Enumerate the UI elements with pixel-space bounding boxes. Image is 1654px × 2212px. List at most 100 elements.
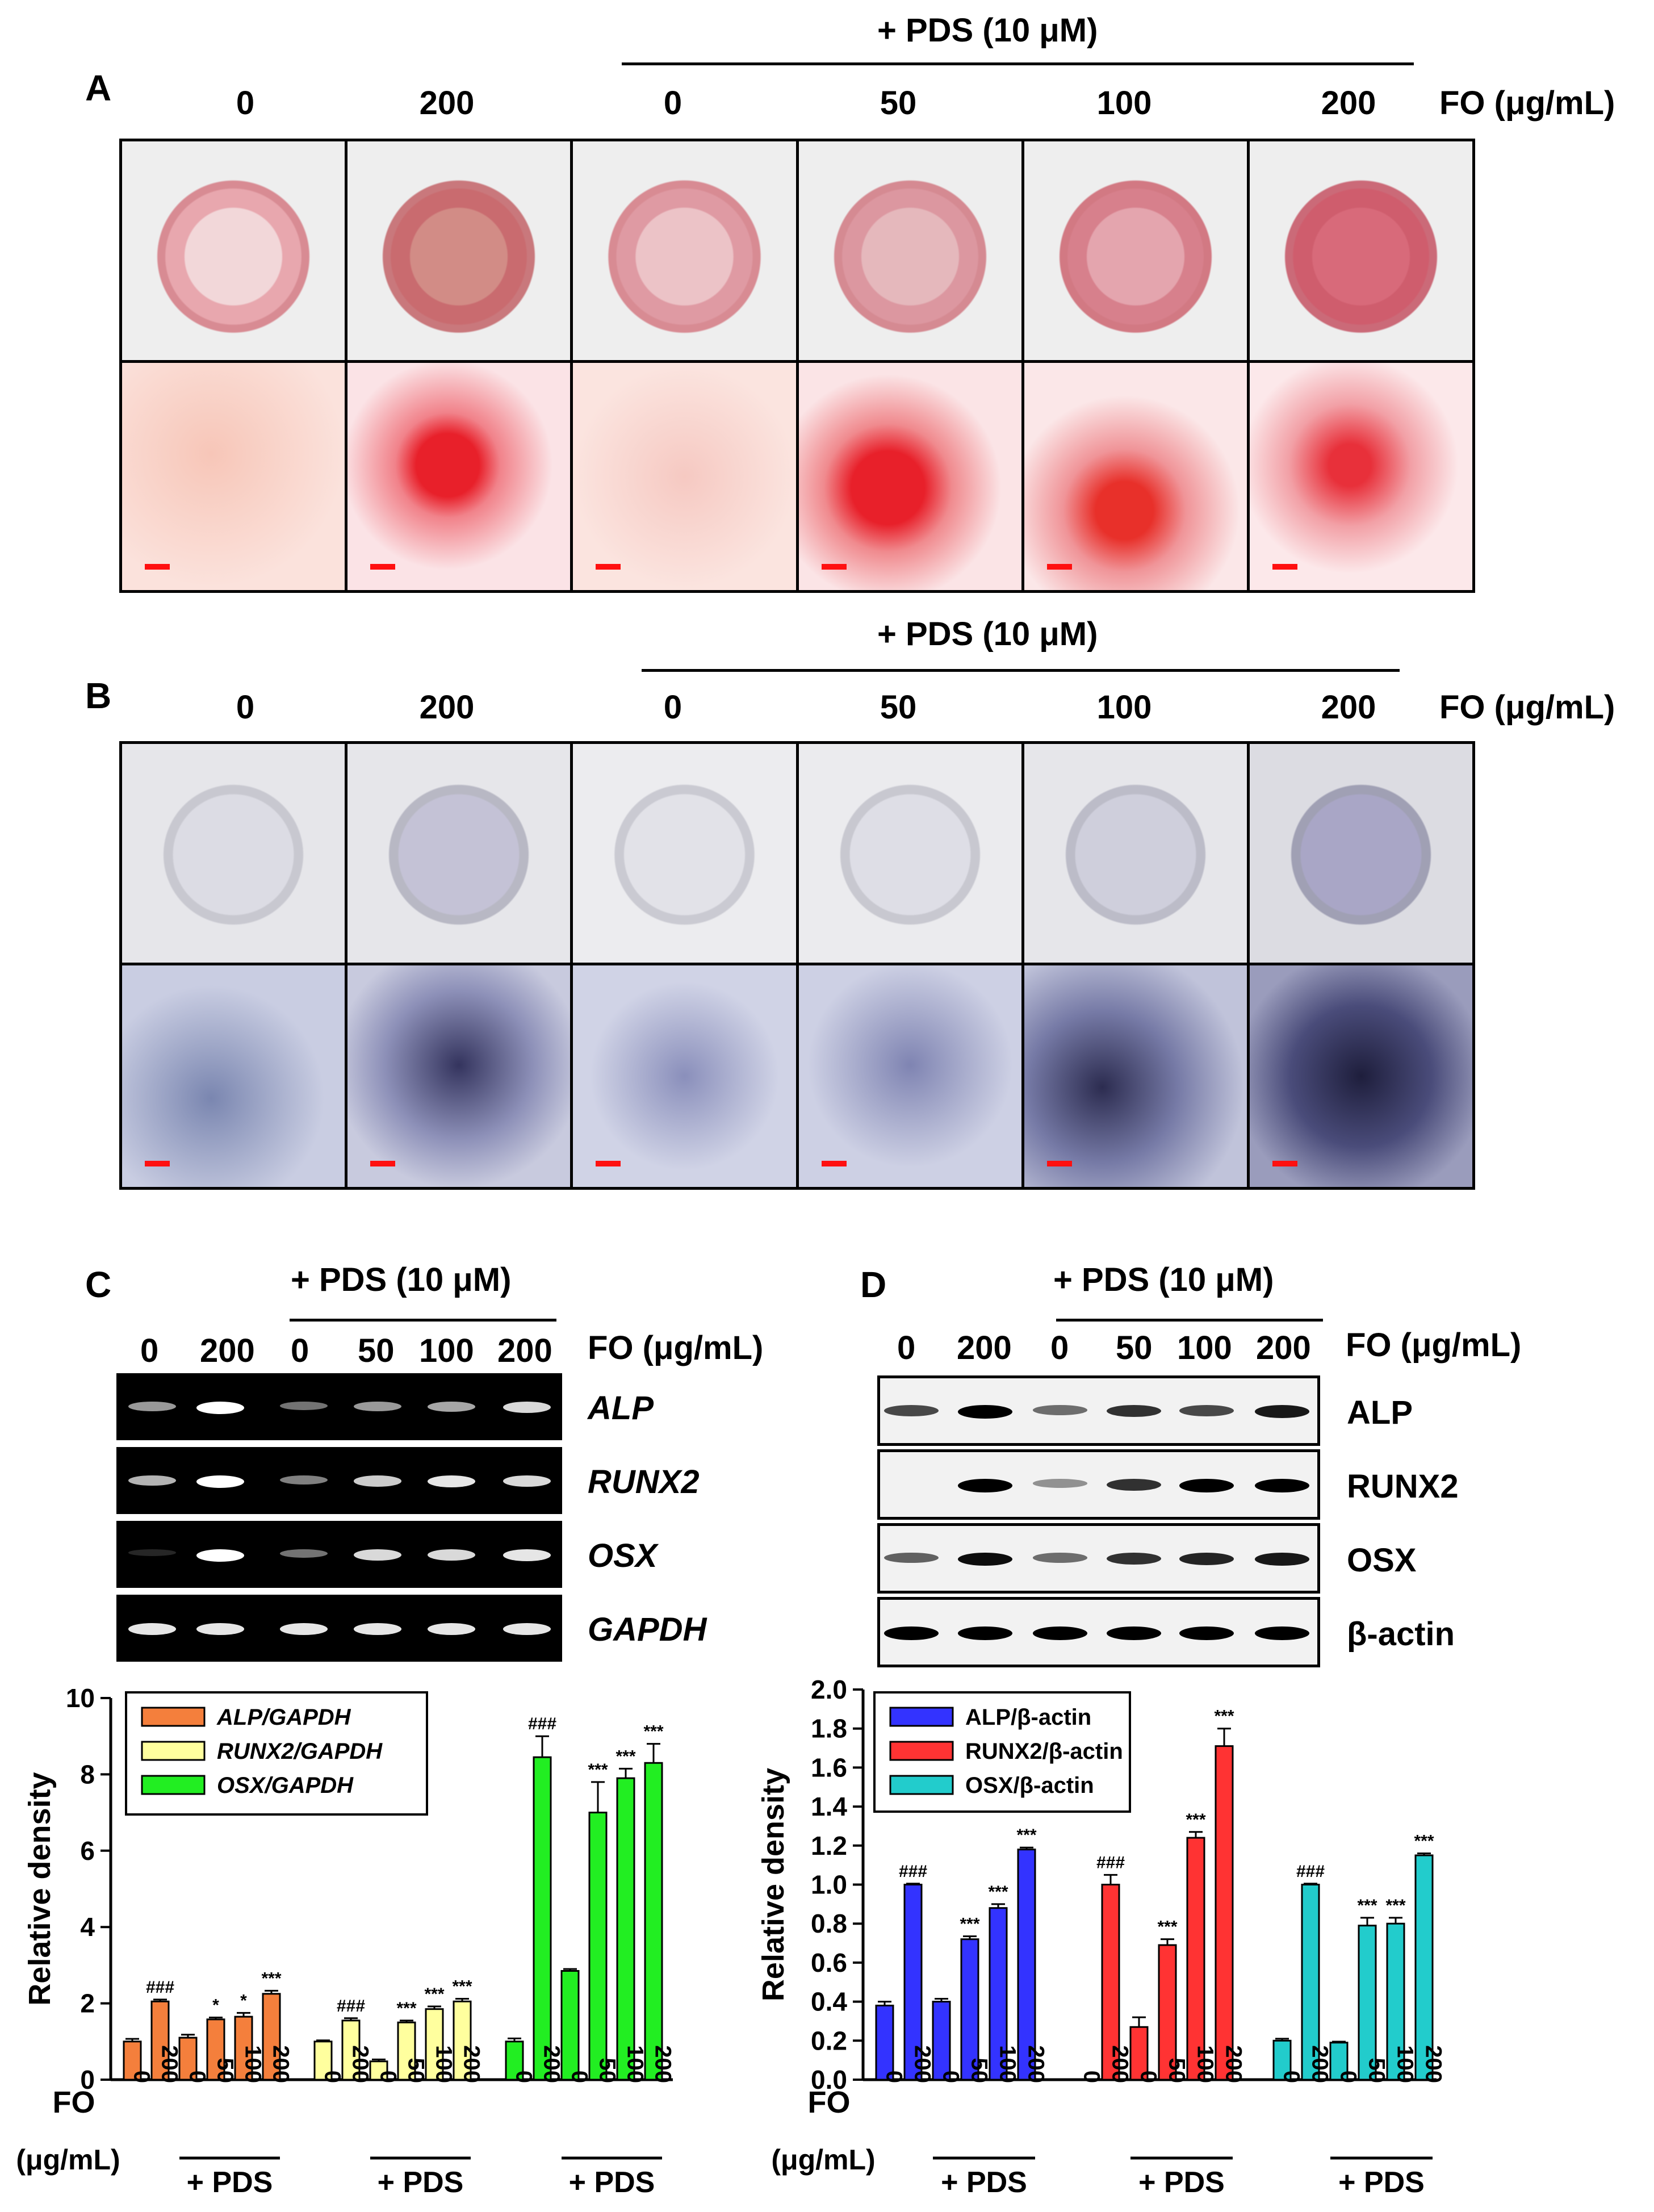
y-tick-label: 6: [80, 1836, 95, 1866]
gel-band: [128, 1549, 176, 1556]
significance-mark: ###: [899, 1862, 927, 1881]
gel-band: [428, 1549, 475, 1561]
x-tick-label: 100: [240, 2045, 265, 2083]
scale-bar: [1046, 564, 1072, 570]
blot-band: [1179, 1626, 1234, 1640]
panel-a-well-image: [573, 141, 799, 363]
y-tick-label: 2: [80, 1989, 95, 2018]
scale-bar: [596, 564, 621, 570]
gel-band: [428, 1402, 475, 1412]
gel-lane-strip: [116, 1595, 562, 1662]
x-tick-label: 200: [157, 2045, 182, 2083]
x-tick-label: 0: [1335, 2071, 1360, 2083]
panel-b-micro-image: [1249, 965, 1473, 1187]
panel-a-micro-image: [573, 363, 799, 590]
panel-a-micro-image: [1024, 363, 1250, 590]
dose-label: 50: [358, 1332, 395, 1369]
blot-band: [1179, 1553, 1234, 1565]
x-tick-label: 50: [212, 2058, 237, 2084]
blot-row-label: ALP: [1347, 1394, 1413, 1431]
gel-band: [503, 1623, 551, 1635]
panel-b-well-image: [347, 744, 573, 965]
dose-label: 0: [291, 1332, 309, 1369]
y-tick-label: 10: [66, 1683, 95, 1713]
panel-a-letter: A: [85, 68, 112, 108]
scale-bar: [145, 564, 170, 570]
gel-band: [196, 1549, 244, 1562]
x-tick-label: 50: [966, 2058, 991, 2084]
blot-band: [1033, 1405, 1087, 1415]
x-tick-label: 0: [129, 2071, 154, 2083]
dose-label: 100: [1096, 689, 1152, 726]
bar: [313, 2040, 333, 2081]
x-tick-label: 100: [995, 2045, 1020, 2083]
legend-swatch: [141, 1707, 206, 1727]
x-tick-label: 100: [1192, 2045, 1217, 2083]
scale-bar: [1046, 1161, 1072, 1166]
significance-mark: *: [240, 1991, 247, 2010]
gel-lane-strip: [116, 1521, 562, 1588]
gel-band: [196, 1475, 244, 1488]
panel-d-chart: 0.0 0.2 0.4 0.6 0.8 1.0 1.2 1.4 1.6 1.8 2.0 Relativ…: [761, 1675, 1446, 2199]
bar: [533, 1756, 552, 2081]
y-axis-label: Relative density: [23, 1772, 57, 2005]
bar: [1017, 1849, 1036, 2081]
scale-bar: [596, 1161, 621, 1166]
panel-a-well-image: [347, 141, 573, 363]
panel-b-micro-image: [347, 965, 573, 1187]
bar: [505, 2040, 524, 2081]
panel-b-well-image: [122, 744, 348, 965]
panel-b-micro-image: [573, 965, 799, 1187]
panel-a-well-image: [122, 141, 348, 363]
dose-label: 0: [236, 85, 255, 122]
panel-d-fo-label: FO (μg/mL): [1346, 1327, 1522, 1364]
x-tick-label: 0: [881, 2071, 906, 2083]
panel-b-pds-label: + PDS (10 μM): [877, 616, 1098, 653]
x-axis-label-unit: (μg/mL): [771, 2144, 875, 2176]
x-tick-label: 200: [1307, 2045, 1332, 2083]
y-tick-label: 2.0: [811, 1675, 847, 1704]
bar: [1186, 1837, 1205, 2081]
bar: [1414, 1854, 1434, 2081]
pds-group-label: + PDS: [1338, 2166, 1425, 2199]
panel-a-well-image: [798, 141, 1024, 363]
significance-mark: ***: [1414, 1832, 1434, 1851]
scale-bar: [145, 1161, 170, 1166]
scale-bar: [821, 1161, 847, 1166]
panel-c-pds-label: + PDS (10 μM): [291, 1261, 512, 1298]
gel-row-label: GAPDH: [588, 1611, 707, 1648]
gel-band: [128, 1402, 176, 1412]
dose-label: 0: [663, 85, 682, 122]
dose-label: 0: [236, 689, 255, 726]
gel-band: [196, 1402, 244, 1414]
significance-mark: ***: [1157, 1918, 1177, 1937]
blot-band: [1107, 1479, 1161, 1491]
significance-mark: ***: [588, 1761, 608, 1779]
panel-d-pds-line: [1056, 1319, 1323, 1322]
blot-row-label: OSX: [1347, 1542, 1417, 1579]
y-tick-label: 1.8: [811, 1714, 847, 1743]
x-tick-label: 0: [1136, 2071, 1161, 2083]
legend-label: ALP/β-actin: [965, 1705, 1091, 1730]
legend-swatch: [141, 1775, 206, 1795]
bar: [560, 1970, 580, 2081]
y-tick-label: 0.6: [811, 1948, 847, 1977]
bar: [341, 2019, 361, 2081]
gel-band: [428, 1623, 475, 1635]
x-tick-label: 0: [938, 2071, 963, 2083]
dose-label: 0: [663, 689, 682, 726]
y-tick-label: 0: [80, 2065, 95, 2094]
x-tick-label: 200: [910, 2045, 935, 2083]
panel-a-micro-image: [798, 363, 1024, 590]
gel-band: [354, 1402, 401, 1412]
panel-b-micro-image: [122, 965, 348, 1187]
dose-label: 50: [880, 689, 917, 726]
bar: [1358, 1925, 1377, 2081]
pds-group-label: + PDS: [569, 2166, 655, 2199]
blot-band: [1107, 1405, 1161, 1417]
y-tick-label: 0.8: [811, 1909, 847, 1938]
x-tick-label: 0: [1279, 2071, 1304, 2083]
y-tick-label: 1.2: [811, 1831, 847, 1860]
gel-lane-strip: [116, 1373, 562, 1440]
bar: [1329, 2042, 1349, 2081]
